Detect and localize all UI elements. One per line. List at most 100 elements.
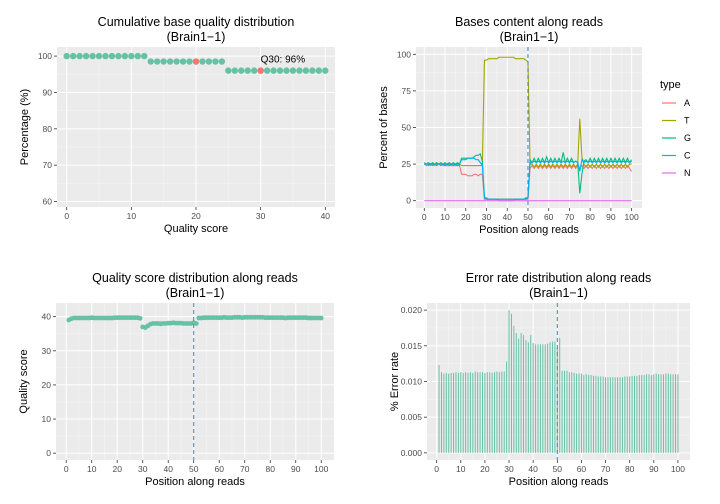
data-point [76,52,83,60]
x-tick-label: 50 [553,464,563,474]
x-tick-label: 0 [434,464,439,474]
data-point [322,67,329,74]
data-point [173,58,180,65]
chart-title: Bases content along reads [455,15,603,29]
x-tick-label: 50 [523,212,533,222]
data-point [141,52,148,60]
data-point [309,67,316,74]
x-tick-label: 80 [625,464,635,474]
panel-4: 0 10 20 30 40 50 60 70 80 90 100 0.000 0.005 0.010 0.0… [389,271,690,488]
data-point [134,52,142,60]
chart-subtitle: (Brain1−1) [529,286,588,300]
x-tick-label: 10 [456,464,466,474]
y-tick-label: 20 [42,380,52,390]
data-point [289,67,297,74]
data-point [154,58,161,65]
axis-ticks: 0 10 20 30 40 50 60 70 80 90 100 0 25 50 75 100 [397,49,639,222]
y-axis-label: Percent of bases [378,86,390,169]
x-axis-label: Position along reads [145,476,245,488]
data-point [270,67,277,74]
x-tick-label: 10 [127,211,137,221]
x-tick-label: 90 [606,212,616,222]
y-tick-label: 80 [43,124,53,134]
y-tick-label: 0 [406,196,411,206]
data-point [121,52,129,60]
legend-label-N: N [684,168,691,178]
y-tick-label: 100 [38,51,52,61]
y-tick-label: 10 [42,414,52,424]
x-tick-label: 0 [64,211,69,221]
data-point [238,67,245,74]
x-tick-label: 20 [461,212,471,222]
data-point [199,58,206,65]
x-tick-label: 40 [163,464,173,474]
x-tick-label: 100 [625,212,639,222]
data-point [186,58,193,65]
y-tick-label: 100 [397,49,411,59]
x-tick-label: 70 [240,464,250,474]
x-tick-label: 70 [601,464,611,474]
y-tick-label: 90 [43,87,53,97]
data-point [250,67,258,74]
legend-label-G: G [684,133,691,143]
x-tick-label: 30 [138,464,148,474]
x-tick-label: 30 [504,464,514,474]
chart-title: Cumulative base quality distribution [98,15,295,29]
data-point [160,58,167,65]
x-tick-label: 30 [256,211,266,221]
x-axis-label: Quality score [164,223,228,235]
data-point [89,52,96,60]
legend-label-C: C [684,151,691,161]
x-tick-label: 20 [112,464,122,474]
data-point [115,52,122,60]
legend-label-T: T [684,116,690,126]
data-point [302,67,310,74]
y-tick-label: 60 [43,197,53,207]
data-point [212,58,219,65]
data-point [244,67,251,74]
axis-ticks: 0 10 20 30 40 50 60 70 80 90 100 0 10 20 30 40 [42,312,329,474]
x-tick-label: 20 [480,464,490,474]
data-point [179,58,187,65]
y-tick-label: 50 [402,123,412,133]
y-tick-label: 0.010 [401,377,423,387]
panel-2: 0 10 20 30 40 50 60 70 80 90 100 0 25 50 75 100 Bases co… [378,15,691,236]
data-point [205,58,213,65]
data-point [147,58,154,65]
data-point [231,67,238,74]
x-axis-label: Position along reads [479,224,579,236]
x-tick-label: 40 [528,464,538,474]
x-tick-label: 20 [191,211,201,221]
series-line-A [423,163,633,200]
x-tick-label: 60 [214,464,224,474]
y-axis-label: % Error rate [389,352,401,411]
x-tick-label: 40 [502,212,512,222]
data-point [193,321,199,326]
chart-subtitle: (Brain1−1) [500,30,559,44]
highlight-point [257,67,264,74]
x-tick-label: 40 [321,211,331,221]
x-tick-label: 10 [440,212,450,222]
plot-background [56,303,334,460]
data-marks [438,310,679,453]
data-point [63,52,70,60]
q30-annotation: Q30: 96% [261,55,306,66]
data-point [218,58,226,65]
data-point [166,58,174,65]
x-axis-label: Position along reads [509,476,609,488]
y-axis-label: Quality score [18,349,30,413]
data-marks [63,52,329,74]
x-tick-label: 0 [422,212,427,222]
y-tick-label: 25 [402,159,412,169]
y-tick-label: 0 [46,448,51,458]
data-point [225,67,232,74]
x-tick-label: 50 [189,464,199,474]
x-tick-label: 100 [314,464,328,474]
data-point [128,52,135,60]
axis-ticks: 0 10 20 30 40 60 70 80 90 100 [38,51,330,221]
x-tick-label: 90 [291,464,301,474]
chart-title: Error rate distribution along reads [466,271,652,285]
data-point [263,67,271,74]
